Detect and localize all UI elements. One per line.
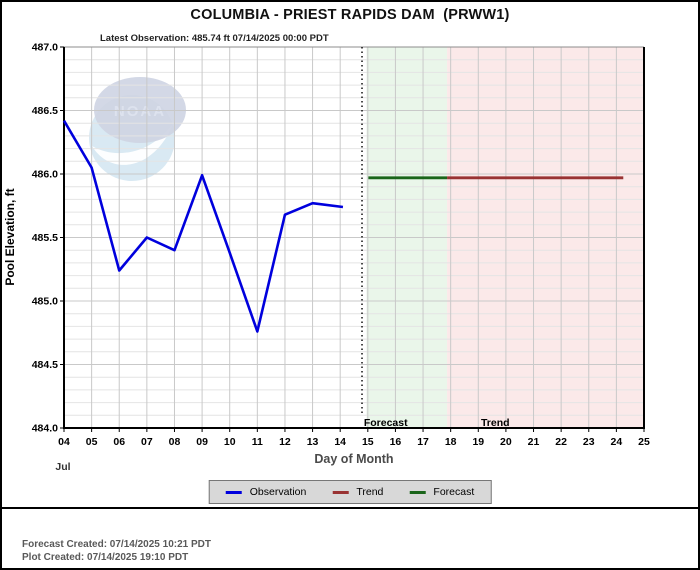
svg-text:12: 12	[279, 436, 291, 448]
svg-text:14: 14	[334, 436, 346, 448]
svg-text:484.0: 484.0	[32, 423, 58, 435]
svg-text:15: 15	[362, 436, 374, 448]
legend-item-observation: Observation	[225, 486, 307, 498]
svg-text:16: 16	[390, 436, 402, 448]
svg-text:04: 04	[58, 436, 70, 448]
panel-divider	[2, 507, 698, 509]
svg-text:25: 25	[638, 436, 650, 448]
svg-text:13: 13	[307, 436, 319, 448]
svg-text:21: 21	[528, 436, 540, 448]
series-observation	[62, 120, 344, 333]
legend: Observation Trend Forecast	[208, 480, 492, 504]
svg-text:NOAA: NOAA	[114, 103, 166, 120]
svg-text:Day of Month: Day of Month	[314, 452, 393, 466]
svg-text:22: 22	[555, 436, 567, 448]
forecast-line-swatch-icon	[409, 490, 426, 494]
svg-text:Trend: Trend	[481, 417, 510, 429]
svg-text:485.0: 485.0	[32, 296, 58, 308]
trend-line-swatch-icon	[332, 490, 349, 494]
legend-label: Observation	[249, 486, 307, 498]
svg-text:05: 05	[86, 436, 98, 448]
svg-text:20: 20	[500, 436, 512, 448]
svg-text:06: 06	[113, 436, 125, 448]
svg-text:09: 09	[196, 436, 208, 448]
legend-label: Forecast	[433, 486, 475, 498]
noaa-logo-watermark	[89, 77, 186, 181]
svg-text:484.5: 484.5	[32, 359, 58, 371]
svg-text:485.5: 485.5	[32, 232, 58, 244]
svg-text:11: 11	[252, 436, 263, 448]
legend-item-forecast: Forecast	[409, 486, 474, 498]
hydrograph-chart: NOAA 04 05 06 07 08 09 10 11 12 13 14 15 16 17 18 19 20 21…	[3, 42, 650, 474]
svg-text:Forecast: Forecast	[364, 417, 408, 429]
svg-text:Pool Elevation, ft: Pool Elevation, ft	[3, 188, 17, 285]
svg-text:486.0: 486.0	[32, 169, 58, 181]
svg-text:487.0: 487.0	[32, 42, 58, 54]
svg-text:18: 18	[445, 436, 457, 448]
svg-text:17: 17	[417, 436, 429, 448]
footer-panel: Forecast Created: 07/14/2025 10:21 PDT P…	[22, 538, 211, 564]
forecast-created-label: Forecast Created: 07/14/2025 10:21 PDT	[22, 539, 211, 550]
legend-item-trend: Trend	[332, 486, 383, 498]
svg-text:23: 23	[583, 436, 595, 448]
svg-text:Jul: Jul	[55, 461, 70, 473]
svg-text:07: 07	[141, 436, 153, 448]
svg-text:08: 08	[169, 436, 181, 448]
plot-created-label: Plot Created: 07/14/2025 19:10 PDT	[22, 552, 189, 563]
legend-label: Trend	[356, 486, 384, 498]
svg-text:19: 19	[472, 436, 484, 448]
svg-text:10: 10	[224, 436, 236, 448]
observation-line-swatch-icon	[225, 490, 242, 494]
svg-text:486.5: 486.5	[32, 105, 58, 117]
page-title: COLUMBIA - PRIEST RAPIDS DAM (PRWW1)	[190, 7, 510, 23]
latest-observation-label: Latest Observation: 485.74 ft 07/14/2025…	[100, 33, 329, 44]
svg-text:24: 24	[611, 436, 623, 448]
